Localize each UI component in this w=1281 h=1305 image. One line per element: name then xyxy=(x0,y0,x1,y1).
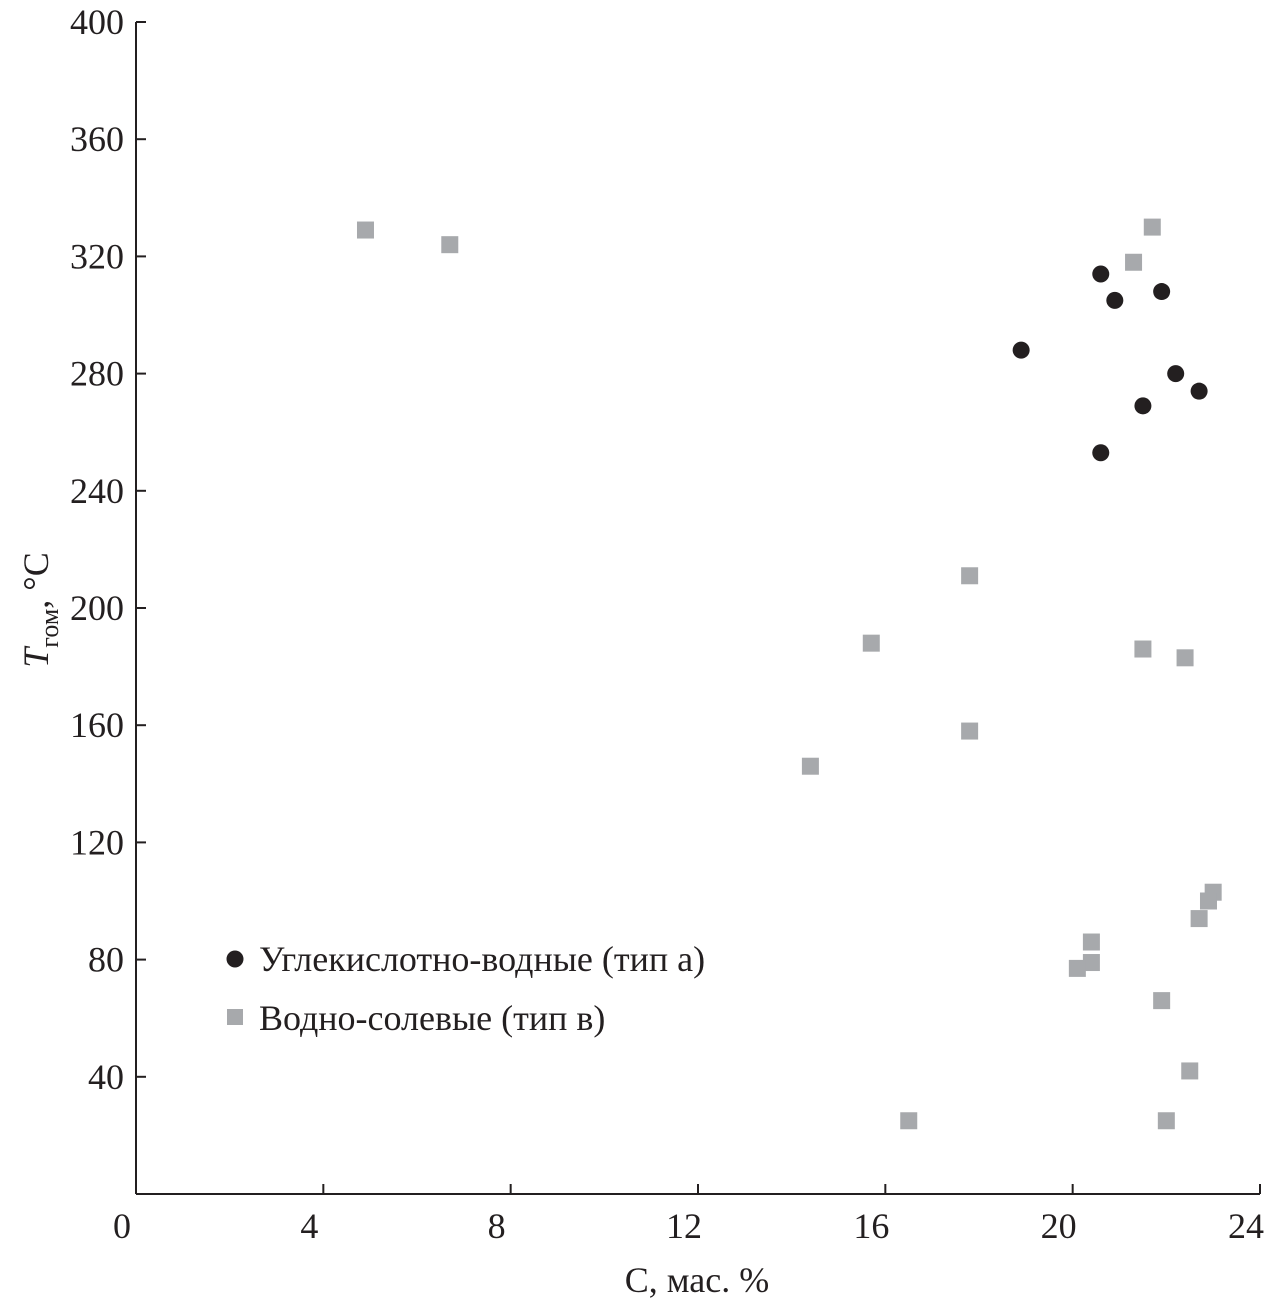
data-point-circle xyxy=(1190,382,1208,400)
x-tick-label: 0 xyxy=(113,1206,131,1246)
y-axis-title-unit: , °C xyxy=(16,552,56,608)
data-point-circle xyxy=(1106,291,1124,309)
data-points xyxy=(356,218,1222,1130)
legend: Углекислотно-водные (тип а) Водно-солевы… xyxy=(226,939,705,1038)
y-tick-label: 400 xyxy=(70,2,124,42)
legend-marker-square xyxy=(227,1009,243,1025)
data-point-square xyxy=(1082,954,1100,972)
data-point-square xyxy=(1181,1062,1199,1080)
data-point-square xyxy=(1157,1112,1175,1130)
legend-label-series-1: Углекислотно-водные (тип а) xyxy=(259,939,705,979)
data-point-circle xyxy=(1092,265,1110,283)
y-tick-label: 280 xyxy=(70,354,124,394)
x-tick-label: 8 xyxy=(488,1206,506,1246)
y-tick-label: 200 xyxy=(70,588,124,628)
x-tick-label: 4 xyxy=(300,1206,318,1246)
data-point-circle xyxy=(1092,444,1110,462)
ticks: 0 4 8 12 16 20 24 40 80 120 160 200 240 280 320 360 400 xyxy=(70,2,1264,1246)
y-axis-title: Tгом, °C xyxy=(16,552,64,667)
y-tick-label: 120 xyxy=(70,822,124,862)
y-tick-label: 80 xyxy=(88,940,124,980)
data-point-square xyxy=(1082,933,1100,951)
x-tick-label: 20 xyxy=(1041,1206,1077,1246)
legend-marker-circle xyxy=(226,950,244,968)
y-tick-label: 360 xyxy=(70,119,124,159)
data-point-square xyxy=(801,757,819,775)
data-point-square xyxy=(1068,959,1086,977)
legend-label-series-2: Водно-солевые (тип в) xyxy=(259,998,605,1038)
x-tick-label: 12 xyxy=(666,1206,702,1246)
y-axis-title-subscript: гом xyxy=(35,609,64,648)
data-point-square xyxy=(1125,253,1143,271)
x-axis-title: C, мас. % xyxy=(625,1260,770,1300)
data-point-square xyxy=(1143,218,1161,236)
data-point-square xyxy=(961,567,979,585)
x-tick-label: 16 xyxy=(853,1206,889,1246)
data-point-square xyxy=(1153,992,1171,1010)
data-point-circle xyxy=(1012,341,1030,359)
data-point-circle xyxy=(1167,365,1185,383)
data-point-circle xyxy=(1134,397,1152,415)
data-point-square xyxy=(441,236,459,254)
y-tick-label: 160 xyxy=(70,705,124,745)
data-point-square xyxy=(1199,892,1217,910)
data-point-square xyxy=(356,221,374,239)
data-point-square xyxy=(1134,640,1152,658)
data-point-square xyxy=(1176,649,1194,667)
data-point-square xyxy=(961,722,979,740)
y-tick-label: 240 xyxy=(70,471,124,511)
data-point-square xyxy=(862,634,880,652)
data-point-square xyxy=(900,1112,918,1130)
y-tick-label: 40 xyxy=(88,1057,124,1097)
y-axis-title-main: T xyxy=(16,645,56,668)
data-point-square xyxy=(1190,910,1208,928)
x-tick-label: 24 xyxy=(1228,1206,1264,1246)
y-tick-label: 320 xyxy=(70,236,124,276)
data-point-circle xyxy=(1153,283,1171,301)
